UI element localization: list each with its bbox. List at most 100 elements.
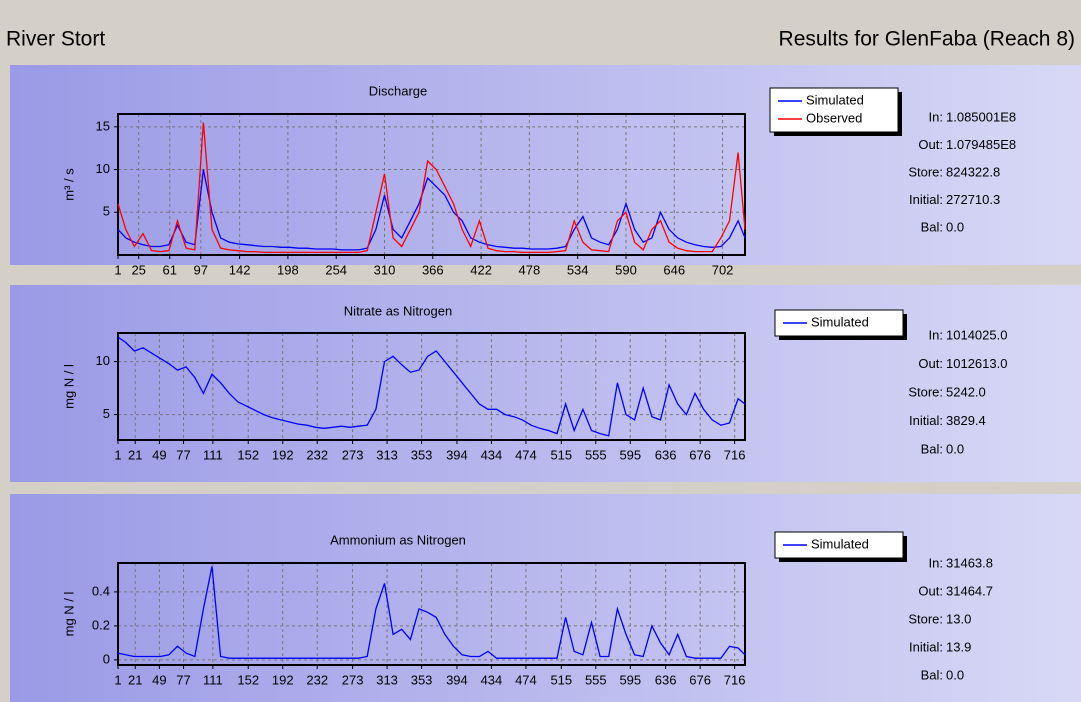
y-axis-label: m³ / s xyxy=(61,168,76,201)
stat-value: 1.085001E8 xyxy=(946,109,1016,124)
stat-value: 272710.3 xyxy=(946,192,1000,207)
y-tick-label: 0 xyxy=(103,651,110,666)
panel xyxy=(10,65,1081,265)
x-tick-label: 25 xyxy=(131,262,145,277)
stat-value: 1014025.0 xyxy=(946,327,1007,342)
x-tick-label: 273 xyxy=(342,672,364,687)
stat-value: 3829.4 xyxy=(946,413,986,428)
stat-label: In: xyxy=(929,327,943,342)
stat-label: Out: xyxy=(918,583,943,598)
x-tick-label: 21 xyxy=(128,672,142,687)
header-title: River Stort xyxy=(6,28,105,51)
stat-label: Initial: xyxy=(909,639,943,654)
x-tick-label: 1 xyxy=(114,672,121,687)
stat-label: Initial: xyxy=(909,192,943,207)
y-tick-label: 0.4 xyxy=(92,583,110,598)
x-tick-label: 394 xyxy=(446,447,468,462)
x-tick-label: 313 xyxy=(376,672,398,687)
legend-label: Simulated xyxy=(806,92,864,107)
x-tick-label: 366 xyxy=(422,262,444,277)
x-tick-label: 422 xyxy=(470,262,492,277)
x-tick-label: 198 xyxy=(277,262,299,277)
x-tick-label: 232 xyxy=(306,447,328,462)
data-line xyxy=(117,169,746,251)
x-tick-label: 595 xyxy=(619,447,641,462)
data-line xyxy=(117,336,746,437)
x-tick-label: 595 xyxy=(619,672,641,687)
stat-value: 824322.8 xyxy=(946,164,1000,179)
stat-label: Out: xyxy=(918,356,943,371)
x-tick-label: 152 xyxy=(237,672,259,687)
chart-title: Ammonium as Nitrogen xyxy=(330,532,466,547)
x-tick-label: 555 xyxy=(585,672,607,687)
stat-value: 1012613.0 xyxy=(946,356,1007,371)
x-tick-label: 111 xyxy=(203,672,223,687)
x-tick-label: 273 xyxy=(342,447,364,462)
legend xyxy=(769,87,899,133)
x-tick-label: 646 xyxy=(663,262,685,277)
stat-label: Store: xyxy=(908,384,943,399)
header-subtitle: Results for GlenFaba (Reach 8) xyxy=(779,28,1075,51)
x-tick-label: 49 xyxy=(152,672,166,687)
legend-label: Simulated xyxy=(811,536,869,551)
y-tick-label: 5 xyxy=(103,406,110,421)
legend-label: Simulated xyxy=(811,314,869,329)
x-tick-label: 77 xyxy=(176,447,190,462)
stat-label: In: xyxy=(929,109,943,124)
x-tick-label: 310 xyxy=(374,262,396,277)
stat-value: 1.079485E8 xyxy=(946,137,1016,152)
y-tick-label: 5 xyxy=(103,204,110,219)
stat-label: Store: xyxy=(908,164,943,179)
stat-value: 13.0 xyxy=(946,611,971,626)
x-tick-label: 142 xyxy=(229,262,251,277)
stat-value: 31463.8 xyxy=(946,555,993,570)
x-tick-label: 77 xyxy=(176,672,190,687)
x-tick-label: 394 xyxy=(446,672,468,687)
x-tick-label: 1 xyxy=(114,447,121,462)
x-tick-label: 434 xyxy=(481,447,503,462)
x-tick-label: 676 xyxy=(689,447,711,462)
chart-title: Nitrate as Nitrogen xyxy=(344,303,452,318)
y-tick-label: 15 xyxy=(96,118,110,133)
y-axis-label: mg N / l xyxy=(61,592,76,637)
x-tick-label: 716 xyxy=(724,672,746,687)
x-tick-label: 716 xyxy=(724,447,746,462)
x-tick-label: 49 xyxy=(152,447,166,462)
plot-frame xyxy=(117,113,746,256)
stat-value: 5242.0 xyxy=(946,384,986,399)
stat-label: Initial: xyxy=(909,413,943,428)
x-tick-label: 515 xyxy=(550,672,572,687)
x-tick-label: 590 xyxy=(615,262,637,277)
x-tick-label: 152 xyxy=(237,447,259,462)
stat-label: Store: xyxy=(908,611,943,626)
stat-label: Bal: xyxy=(921,441,943,456)
x-tick-label: 97 xyxy=(194,262,208,277)
x-tick-label: 434 xyxy=(481,672,503,687)
stat-label: Bal: xyxy=(921,219,943,234)
x-tick-label: 192 xyxy=(272,672,294,687)
stat-label: Bal: xyxy=(921,667,943,682)
legend-label: Observed xyxy=(806,110,862,125)
x-tick-label: 1 xyxy=(114,262,121,277)
stat-label: In: xyxy=(929,555,943,570)
y-tick-label: 0.2 xyxy=(92,617,110,632)
stat-label: Out: xyxy=(918,137,943,152)
stat-value: 0.0 xyxy=(946,441,964,456)
x-tick-label: 61 xyxy=(163,262,177,277)
y-tick-label: 10 xyxy=(96,353,110,368)
x-tick-label: 636 xyxy=(655,447,677,462)
x-tick-label: 353 xyxy=(411,447,433,462)
x-tick-label: 232 xyxy=(306,672,328,687)
stat-value: 31464.7 xyxy=(946,583,993,598)
stat-value: 0.0 xyxy=(946,667,964,682)
x-tick-label: 111 xyxy=(203,447,223,462)
x-tick-label: 676 xyxy=(689,672,711,687)
x-tick-label: 478 xyxy=(519,262,541,277)
data-line xyxy=(117,566,746,659)
x-tick-label: 21 xyxy=(128,447,142,462)
plot-frame xyxy=(117,332,746,441)
panel xyxy=(10,494,1081,702)
x-tick-label: 192 xyxy=(272,447,294,462)
header-bar xyxy=(0,0,1081,60)
